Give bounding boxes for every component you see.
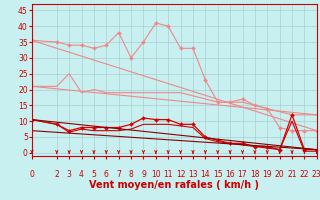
X-axis label: Vent moyen/en rafales ( km/h ): Vent moyen/en rafales ( km/h ) xyxy=(89,180,260,190)
